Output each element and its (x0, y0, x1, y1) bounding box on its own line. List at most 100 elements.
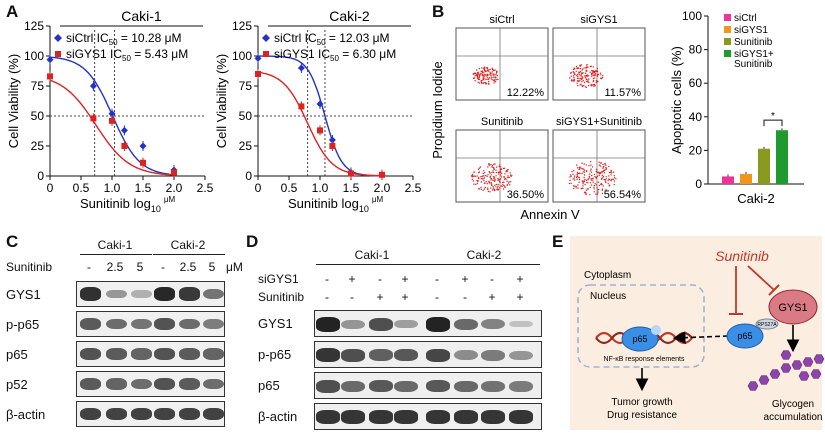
flow-dot (591, 174, 593, 177)
d-band (454, 350, 478, 360)
flow-dot (583, 85, 585, 87)
flow-dot (490, 76, 493, 78)
d-band (341, 349, 365, 362)
flow-dot (476, 73, 478, 75)
flow-pct-0: 12.22% (507, 87, 545, 99)
flow-title-3: siGYS1+Sunitinib (556, 116, 642, 128)
flow-dot (592, 177, 594, 179)
flow-dot (491, 68, 494, 71)
d-band (509, 350, 533, 360)
c-unit: μM (226, 260, 243, 274)
y-axis-label: Cell Viability (%) (214, 54, 229, 148)
flow-dot (499, 164, 501, 166)
flow-dot (596, 189, 599, 191)
flow-dot (484, 66, 486, 68)
flow-dot (500, 176, 503, 178)
schematic-background (570, 236, 822, 430)
d-band (394, 380, 418, 392)
flow-dot (576, 171, 579, 174)
flow-dot (506, 170, 508, 172)
flow-dot (601, 192, 604, 195)
y-tick-label: 100 (24, 49, 44, 63)
flow-dot (481, 67, 483, 69)
flow-plot-0 (455, 27, 549, 101)
flow-dot (472, 77, 475, 80)
flow-dot (600, 74, 602, 76)
flow-dot (581, 69, 583, 71)
d-treat-mark: + (516, 272, 524, 286)
flow-dot (488, 180, 490, 182)
flow-dot (580, 72, 582, 74)
flow-plot-1 (552, 27, 646, 101)
bar-legend-swatch-2 (724, 38, 731, 45)
flow-dot (577, 80, 579, 82)
flow-dot (594, 73, 597, 75)
flow-dot (613, 177, 616, 179)
flow-dot (483, 82, 485, 84)
flow-dot (483, 177, 486, 179)
flow-dot (474, 175, 476, 177)
c-band (203, 288, 224, 300)
flow-dot (578, 77, 580, 80)
flow-dot (588, 175, 591, 178)
flow-dots-3 (568, 161, 617, 196)
flow-dot (583, 180, 585, 182)
flow-dot (583, 174, 586, 176)
flow-dot (486, 78, 488, 80)
flow-dot (583, 67, 585, 69)
gys1-protein (768, 289, 818, 325)
c-row-label-2: p65 (6, 347, 28, 362)
flow-dot (498, 165, 500, 168)
fit-curve-siGYS1 (49, 79, 175, 176)
d-band (454, 380, 478, 392)
d-band (481, 350, 505, 361)
flow-dot (581, 81, 583, 83)
flow-dot (573, 187, 575, 190)
flow-dot (608, 185, 610, 187)
flow-dot (582, 168, 585, 170)
x-tick-label: 1.5 (343, 181, 360, 195)
flow-dot (571, 79, 573, 81)
flow-dot (500, 185, 502, 187)
flow-title-0: siCtrl (489, 14, 514, 26)
flow-dot (478, 67, 481, 70)
c-band (154, 407, 175, 421)
flow-dot (507, 176, 509, 179)
bar-y-tick-label: 80 (689, 43, 703, 57)
glycogen-unit (780, 363, 792, 373)
flow-dot (589, 194, 591, 196)
flow-dot (488, 70, 490, 73)
flow-dot (605, 166, 607, 169)
flow-dot (576, 67, 579, 70)
flow-dot (493, 179, 495, 181)
flow-dot (488, 78, 490, 81)
data-point-siGYS1 (121, 143, 128, 149)
flow-dot (473, 183, 475, 185)
legend-marker-siGYS1 (263, 51, 269, 57)
flow-dot (482, 189, 484, 192)
flow-dot (577, 184, 579, 186)
flow-dot (576, 173, 578, 176)
glycogen-chain (747, 350, 825, 391)
flow-dot (483, 75, 485, 78)
flow-dot (486, 70, 488, 72)
flow-dot (596, 175, 599, 177)
d-strip-1 (314, 341, 542, 368)
flow-dot (485, 174, 487, 177)
flow-dot (572, 71, 574, 73)
bar-legend-text-3: Sunitinib (734, 59, 773, 70)
flow-dot (476, 77, 479, 80)
gys1-label: GYS1 (778, 302, 807, 314)
flow-dot (490, 184, 493, 186)
flow-dot (489, 191, 491, 193)
flow-dot (491, 166, 493, 168)
flow-dot (587, 79, 589, 81)
p65-cytoplasm-label: p65 (737, 331, 752, 341)
flow-dot (501, 181, 504, 183)
data-point-siGYS1 (329, 143, 336, 149)
flow-dot (590, 85, 593, 87)
flow-dot (495, 169, 497, 171)
panel-letter-e: E (552, 232, 564, 251)
flow-dot (490, 179, 492, 181)
flow-dot (591, 75, 593, 77)
